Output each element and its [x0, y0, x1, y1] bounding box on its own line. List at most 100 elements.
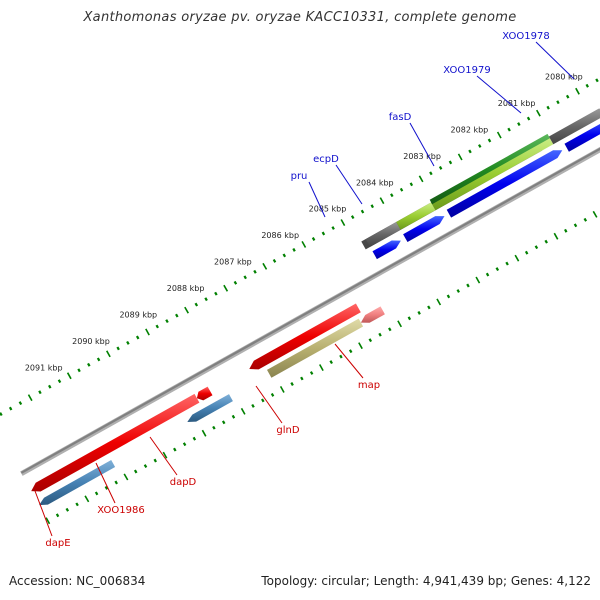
- ruler-tick: [301, 241, 307, 248]
- ruler-tick: [96, 357, 101, 362]
- feature-lime-fasd: [431, 136, 554, 211]
- ruler-tick: [114, 480, 118, 485]
- ruler-tick: [595, 78, 599, 83]
- features-layer: [20, 108, 600, 506]
- gene-leader-ecpd: [335, 164, 363, 205]
- ruler-tick: [505, 261, 509, 266]
- ruler-tick: [329, 360, 333, 365]
- gene-leader-xoo1986: [95, 462, 116, 504]
- outer-ruler-track: [0, 78, 599, 417]
- ruler-tick: [358, 342, 363, 350]
- ruler-tick: [378, 332, 382, 337]
- ruler-tick: [409, 182, 414, 187]
- ruler-tick: [446, 294, 451, 299]
- ruler-tick: [427, 305, 431, 310]
- ruler-tick: [348, 349, 353, 354]
- ruler-tick: [135, 335, 140, 340]
- ruler-tick: [204, 297, 208, 302]
- ruler-tick: [553, 232, 559, 240]
- ruler-tick: [253, 269, 257, 274]
- ruler-tick: [240, 407, 246, 415]
- ruler-tick: [495, 267, 500, 272]
- gene-leader-dapd: [149, 436, 178, 476]
- ruler-tick: [448, 160, 453, 165]
- ruler-tick: [311, 237, 316, 241]
- cds-dape: [39, 460, 116, 506]
- gene-label-pru: pru: [291, 171, 308, 182]
- ruler-tick: [143, 464, 148, 468]
- feature-olive-glnd: [267, 318, 364, 378]
- ruler-tick: [438, 165, 443, 170]
- ruler-tick: [231, 414, 236, 419]
- feature-gray-xoo1979: [548, 108, 600, 145]
- gene-leader-glnd: [255, 385, 283, 424]
- ruler-tick: [585, 83, 589, 88]
- ruler-tick: [457, 153, 463, 161]
- ruler-tick: [564, 228, 568, 233]
- ruler-tick: [45, 517, 51, 525]
- ruler-tick-label: 2087 kbp: [214, 258, 252, 267]
- ruler-tick: [104, 485, 109, 490]
- cds-pru: [372, 240, 401, 260]
- gene-label-xoo1978: XOO1978: [502, 31, 549, 42]
- ruler-tick: [192, 436, 197, 441]
- ruler-tick: [436, 298, 442, 306]
- ruler-tick-label: 2082 kbp: [451, 125, 489, 134]
- genome-backbone: [20, 146, 600, 476]
- ruler-tick: [544, 239, 548, 244]
- gene-leader-dape: [34, 490, 53, 537]
- ruler-tick: [38, 390, 42, 395]
- ruler-tick: [468, 149, 472, 154]
- ruler-tick: [201, 429, 207, 437]
- ruler-tick: [18, 401, 23, 406]
- ruler-tick: [487, 138, 492, 143]
- feature-gray-pru: [365, 222, 401, 247]
- ruler-layer: 2080 kbp 2081 kbp 2082 kbp 2083 kbp 2084 kbp…: [0, 72, 599, 525]
- labels-layer: XOO1978 XOO1979 fasD ecpD pru map glnD dapD XOO1…: [34, 31, 575, 549]
- ruler-tick-label: 2091 kbp: [25, 364, 63, 373]
- ruler-tick: [123, 473, 129, 481]
- gene-leader-fasd: [409, 122, 435, 167]
- gene-label-dape: dapE: [45, 538, 70, 549]
- ruler-tick: [350, 215, 355, 220]
- ruler-tick-label: 2080 kbp: [545, 72, 583, 81]
- ruler-tick-label: 2090 kbp: [72, 337, 110, 346]
- ruler-tick: [496, 131, 502, 139]
- ruler-tick: [485, 272, 490, 277]
- ruler-tick: [524, 250, 529, 255]
- topology-text: Topology: circular; Length: 4,941,439 bp…: [261, 574, 591, 588]
- ruler-tick: [418, 175, 424, 183]
- ruler-tick: [27, 394, 33, 402]
- ruler-tick: [319, 364, 324, 371]
- ruler-tick-label: 2084 kbp: [356, 178, 394, 187]
- ruler-tick: [514, 254, 520, 262]
- ruler-tick-label: 2086 kbp: [261, 231, 299, 240]
- ruler-tick: [565, 94, 570, 99]
- ruler-tick: [517, 122, 521, 127]
- feature-lime-ecpd: [396, 202, 436, 230]
- gene-label-dapd: dapD: [170, 477, 197, 488]
- ruler-tick: [397, 320, 403, 328]
- ruler-tick-label: 2083 kbp: [403, 152, 441, 161]
- ruler-tick: [155, 324, 159, 329]
- ruler-tick: [466, 283, 470, 288]
- ruler-tick: [388, 327, 392, 332]
- ruler-tick: [390, 193, 394, 198]
- ruler-tick: [321, 231, 326, 236]
- gene-label-fasd: fasD: [389, 112, 412, 123]
- ruler-tick: [399, 187, 404, 192]
- ruler-tick: [340, 219, 346, 226]
- ruler-tick: [279, 386, 285, 393]
- ruler-tick: [175, 313, 179, 318]
- ruler-tick: [55, 513, 60, 518]
- ruler-tick: [573, 223, 578, 228]
- accession-text: Accession: NC_006834: [9, 574, 146, 588]
- gene-label-ecpd: ecpD: [313, 154, 339, 165]
- gene-label-xoo1979: XOO1979: [443, 65, 490, 76]
- ruler-tick: [379, 197, 385, 205]
- ruler-tick: [173, 447, 177, 452]
- ruler-tick: [84, 495, 90, 503]
- ruler-tick: [526, 116, 531, 121]
- ruler-tick: [223, 284, 229, 292]
- ruler-tick: [583, 217, 588, 222]
